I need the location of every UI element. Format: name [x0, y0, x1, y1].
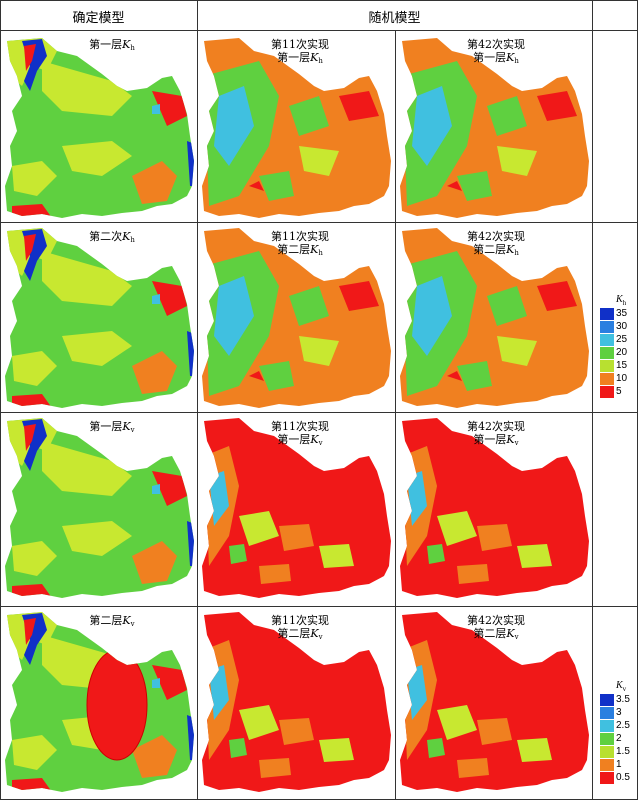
- legend-swatch: [600, 334, 614, 346]
- legend-label: 20: [616, 347, 628, 358]
- legend-swatch: [600, 694, 614, 706]
- legend-label: 30: [616, 321, 628, 332]
- caption-s2-r4: 第42次实现 第二层Kv: [467, 614, 525, 641]
- caption-s1-r4: 第11次实现 第二层Kv: [271, 614, 329, 641]
- legend-kh-title: Kh: [616, 294, 627, 307]
- caption-det-r4: 第二层Kv: [89, 614, 135, 628]
- map-det-layer2-kv: [5, 612, 194, 792]
- caption-s2-r2: 第42次实现 第二层Kh: [467, 230, 525, 257]
- header-stochastic: 随机模型: [368, 11, 421, 26]
- legend-kh: Kh 35 30 25 20 15 10 5: [596, 294, 636, 414]
- legend-label: 2.5: [616, 720, 630, 731]
- legend-label: 1.5: [616, 746, 630, 757]
- legend-swatch: [600, 347, 614, 359]
- legend-label: 15: [616, 360, 628, 371]
- legend-swatch: [600, 759, 614, 771]
- legend-swatch: [600, 733, 614, 745]
- caption-s1-r2: 第11次实现 第二层Kh: [271, 230, 329, 257]
- legend-swatch: [600, 772, 614, 784]
- legend-swatch: [600, 386, 614, 398]
- map-det-layer1-kv: [5, 418, 194, 598]
- legend-swatch: [600, 321, 614, 333]
- legend-kv-title: Kv: [616, 680, 627, 693]
- legend-swatch: [600, 746, 614, 758]
- legend-label: 25: [616, 334, 628, 345]
- caption-s1-r1: 第11次实现 第一层Kh: [271, 38, 329, 65]
- legend-label: 3.5: [616, 694, 630, 705]
- legend-swatch: [600, 720, 614, 732]
- legend-swatch: [600, 373, 614, 385]
- caption-s2-r3: 第42次实现 第一层Kv: [467, 420, 525, 447]
- legend-label: 2: [616, 733, 622, 744]
- legend-label: 1: [616, 759, 622, 770]
- legend-swatch: [600, 360, 614, 372]
- legend-label: 0.5: [616, 772, 630, 783]
- caption-s1-r3: 第11次实现 第一层Kv: [271, 420, 329, 447]
- header-deterministic: 确定模型: [72, 11, 125, 26]
- legend-label: 35: [616, 308, 628, 319]
- caption-det-r3: 第一层Kv: [89, 420, 135, 434]
- legend-label: 10: [616, 373, 628, 384]
- map-det-layer1-kh: [5, 38, 194, 218]
- legend-kv: Kv 3.5 3 2.5 2 1.5 1 0.5: [596, 680, 636, 800]
- map-det-layer2-kh: [5, 228, 194, 408]
- caption-s2-r1: 第42次实现 第一层Kh: [467, 38, 525, 65]
- caption-det-r2: 第二次Kh: [89, 230, 135, 244]
- legend-label: 3: [616, 707, 622, 718]
- legend-swatch: [600, 308, 614, 320]
- legend-swatch: [600, 707, 614, 719]
- caption-det-r1: 第一层Kh: [89, 38, 135, 52]
- legend-label: 5: [616, 386, 622, 397]
